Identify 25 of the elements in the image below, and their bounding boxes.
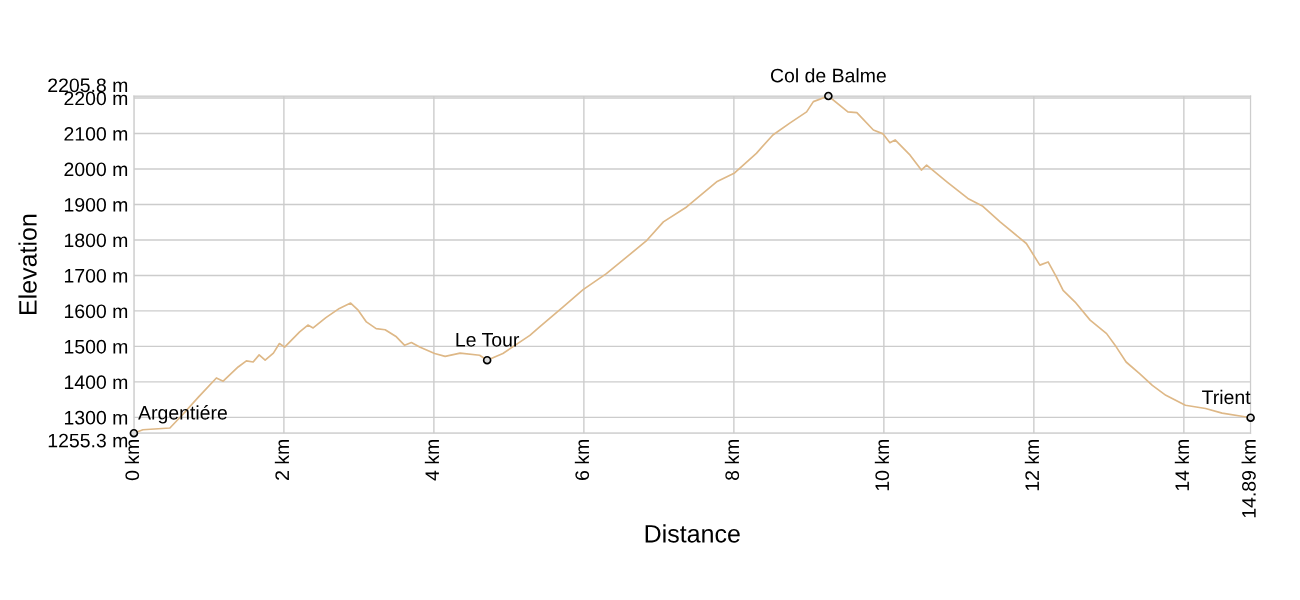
- x-tick-label: 14 km: [1174, 440, 1189, 491]
- y-axis-title: Elevation: [18, 214, 37, 314]
- annotation: Col de Balme: [771, 68, 886, 83]
- y-tick-label: 1600 m: [64, 304, 128, 319]
- y-tick-label: 2000 m: [64, 162, 128, 177]
- y-tick-label: 2100 m: [64, 127, 128, 141]
- annotation: Argentiére: [138, 405, 227, 424]
- x-tick-label: 12 km: [1024, 440, 1039, 491]
- y-tick-label: 2200 m: [64, 91, 128, 106]
- annotation: Trient: [1202, 389, 1251, 405]
- x-tick-label: 8 km: [724, 440, 740, 481]
- y-tick-label: 2205.8 m: [48, 78, 128, 93]
- y-tick-label: 1300 m: [64, 410, 128, 425]
- x-tick-label: 6 km: [574, 440, 590, 480]
- y-tick-label: 1900 m: [64, 197, 128, 212]
- x-tick-label: 14.89 km: [1241, 440, 1256, 518]
- y-tick-label: 1700 m: [64, 268, 128, 283]
- y-tick-label: 1800 m: [64, 233, 128, 248]
- x-axis-title: Distance: [645, 524, 740, 543]
- x-tick-label: 2 km: [274, 440, 289, 480]
- annotation: Le Tour: [456, 333, 520, 347]
- y-tick-label: 1400 m: [64, 375, 128, 390]
- y-tick-label: 1500 m: [64, 339, 128, 354]
- x-tick-label: 10 km: [874, 440, 890, 491]
- x-tick-label: 4 km: [424, 440, 439, 481]
